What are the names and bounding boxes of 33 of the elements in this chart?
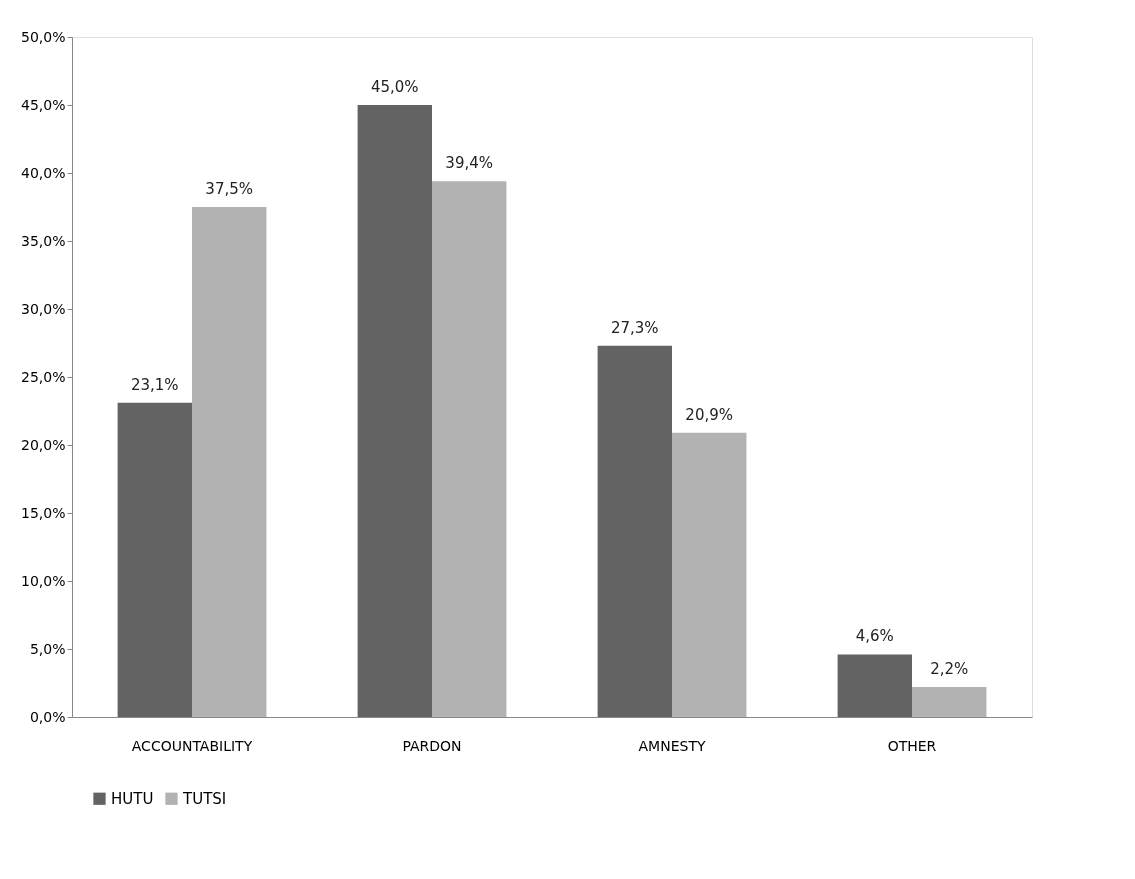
data-label: 23,1%: [130, 375, 179, 394]
x-tick-label: OTHER: [887, 737, 937, 754]
y-tick-label: 30,0%: [21, 300, 66, 317]
y-tick-label: 0,0%: [29, 708, 66, 725]
y-tick-label: 20,0%: [21, 436, 66, 453]
bar: [672, 432, 747, 717]
data-label: 20,9%: [685, 405, 734, 424]
y-tick-label: 25,0%: [21, 368, 66, 385]
bar: [432, 181, 507, 717]
legend-label: TUTSI: [182, 789, 227, 808]
legend-label: HUTU: [111, 789, 154, 808]
bar: [357, 105, 432, 717]
bar: [597, 345, 672, 717]
y-tick-label: 5,0%: [29, 640, 66, 657]
bar: [192, 207, 267, 717]
x-tick-label: ACCOUNTABILITY: [131, 737, 253, 754]
data-label: 27,3%: [610, 318, 659, 337]
y-tick-label: 45,0%: [21, 96, 66, 113]
y-tick-label: 35,0%: [21, 232, 66, 249]
y-tick-label: 15,0%: [21, 504, 66, 521]
data-label: 45,0%: [370, 78, 419, 96]
x-tick-label: AMNESTY: [638, 737, 706, 754]
y-tick-label: 50,0%: [21, 28, 66, 45]
data-label: 39,4%: [445, 154, 494, 173]
y-tick-label: 10,0%: [21, 572, 66, 589]
bar: [837, 654, 912, 717]
data-label: 2,2%: [930, 660, 969, 679]
data-label: 37,5%: [205, 180, 254, 198]
y-tick-label: 40,0%: [21, 164, 66, 181]
x-tick-label: PARDON: [402, 737, 462, 754]
bar: [912, 687, 987, 717]
data-label: 4,6%: [855, 627, 894, 646]
bar: [117, 402, 192, 717]
